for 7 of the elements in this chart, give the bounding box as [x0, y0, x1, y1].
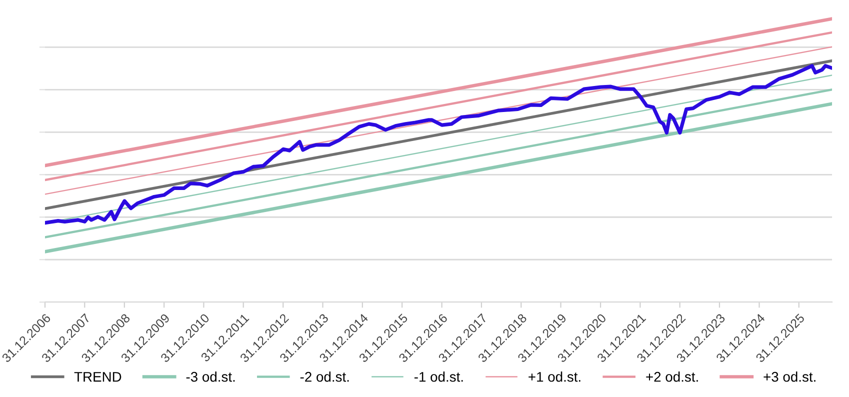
legend-label: TREND	[74, 372, 122, 382]
legend-label: -1 od.st.	[414, 372, 463, 382]
legend-label: +1 od.st.	[528, 372, 580, 382]
legend-label: -3 od.st.	[186, 372, 235, 382]
legend-label: -2 od.st.	[300, 372, 349, 382]
legend-label: +3 od.st.	[764, 372, 816, 382]
legend-label: +2 od.st.	[646, 372, 698, 382]
